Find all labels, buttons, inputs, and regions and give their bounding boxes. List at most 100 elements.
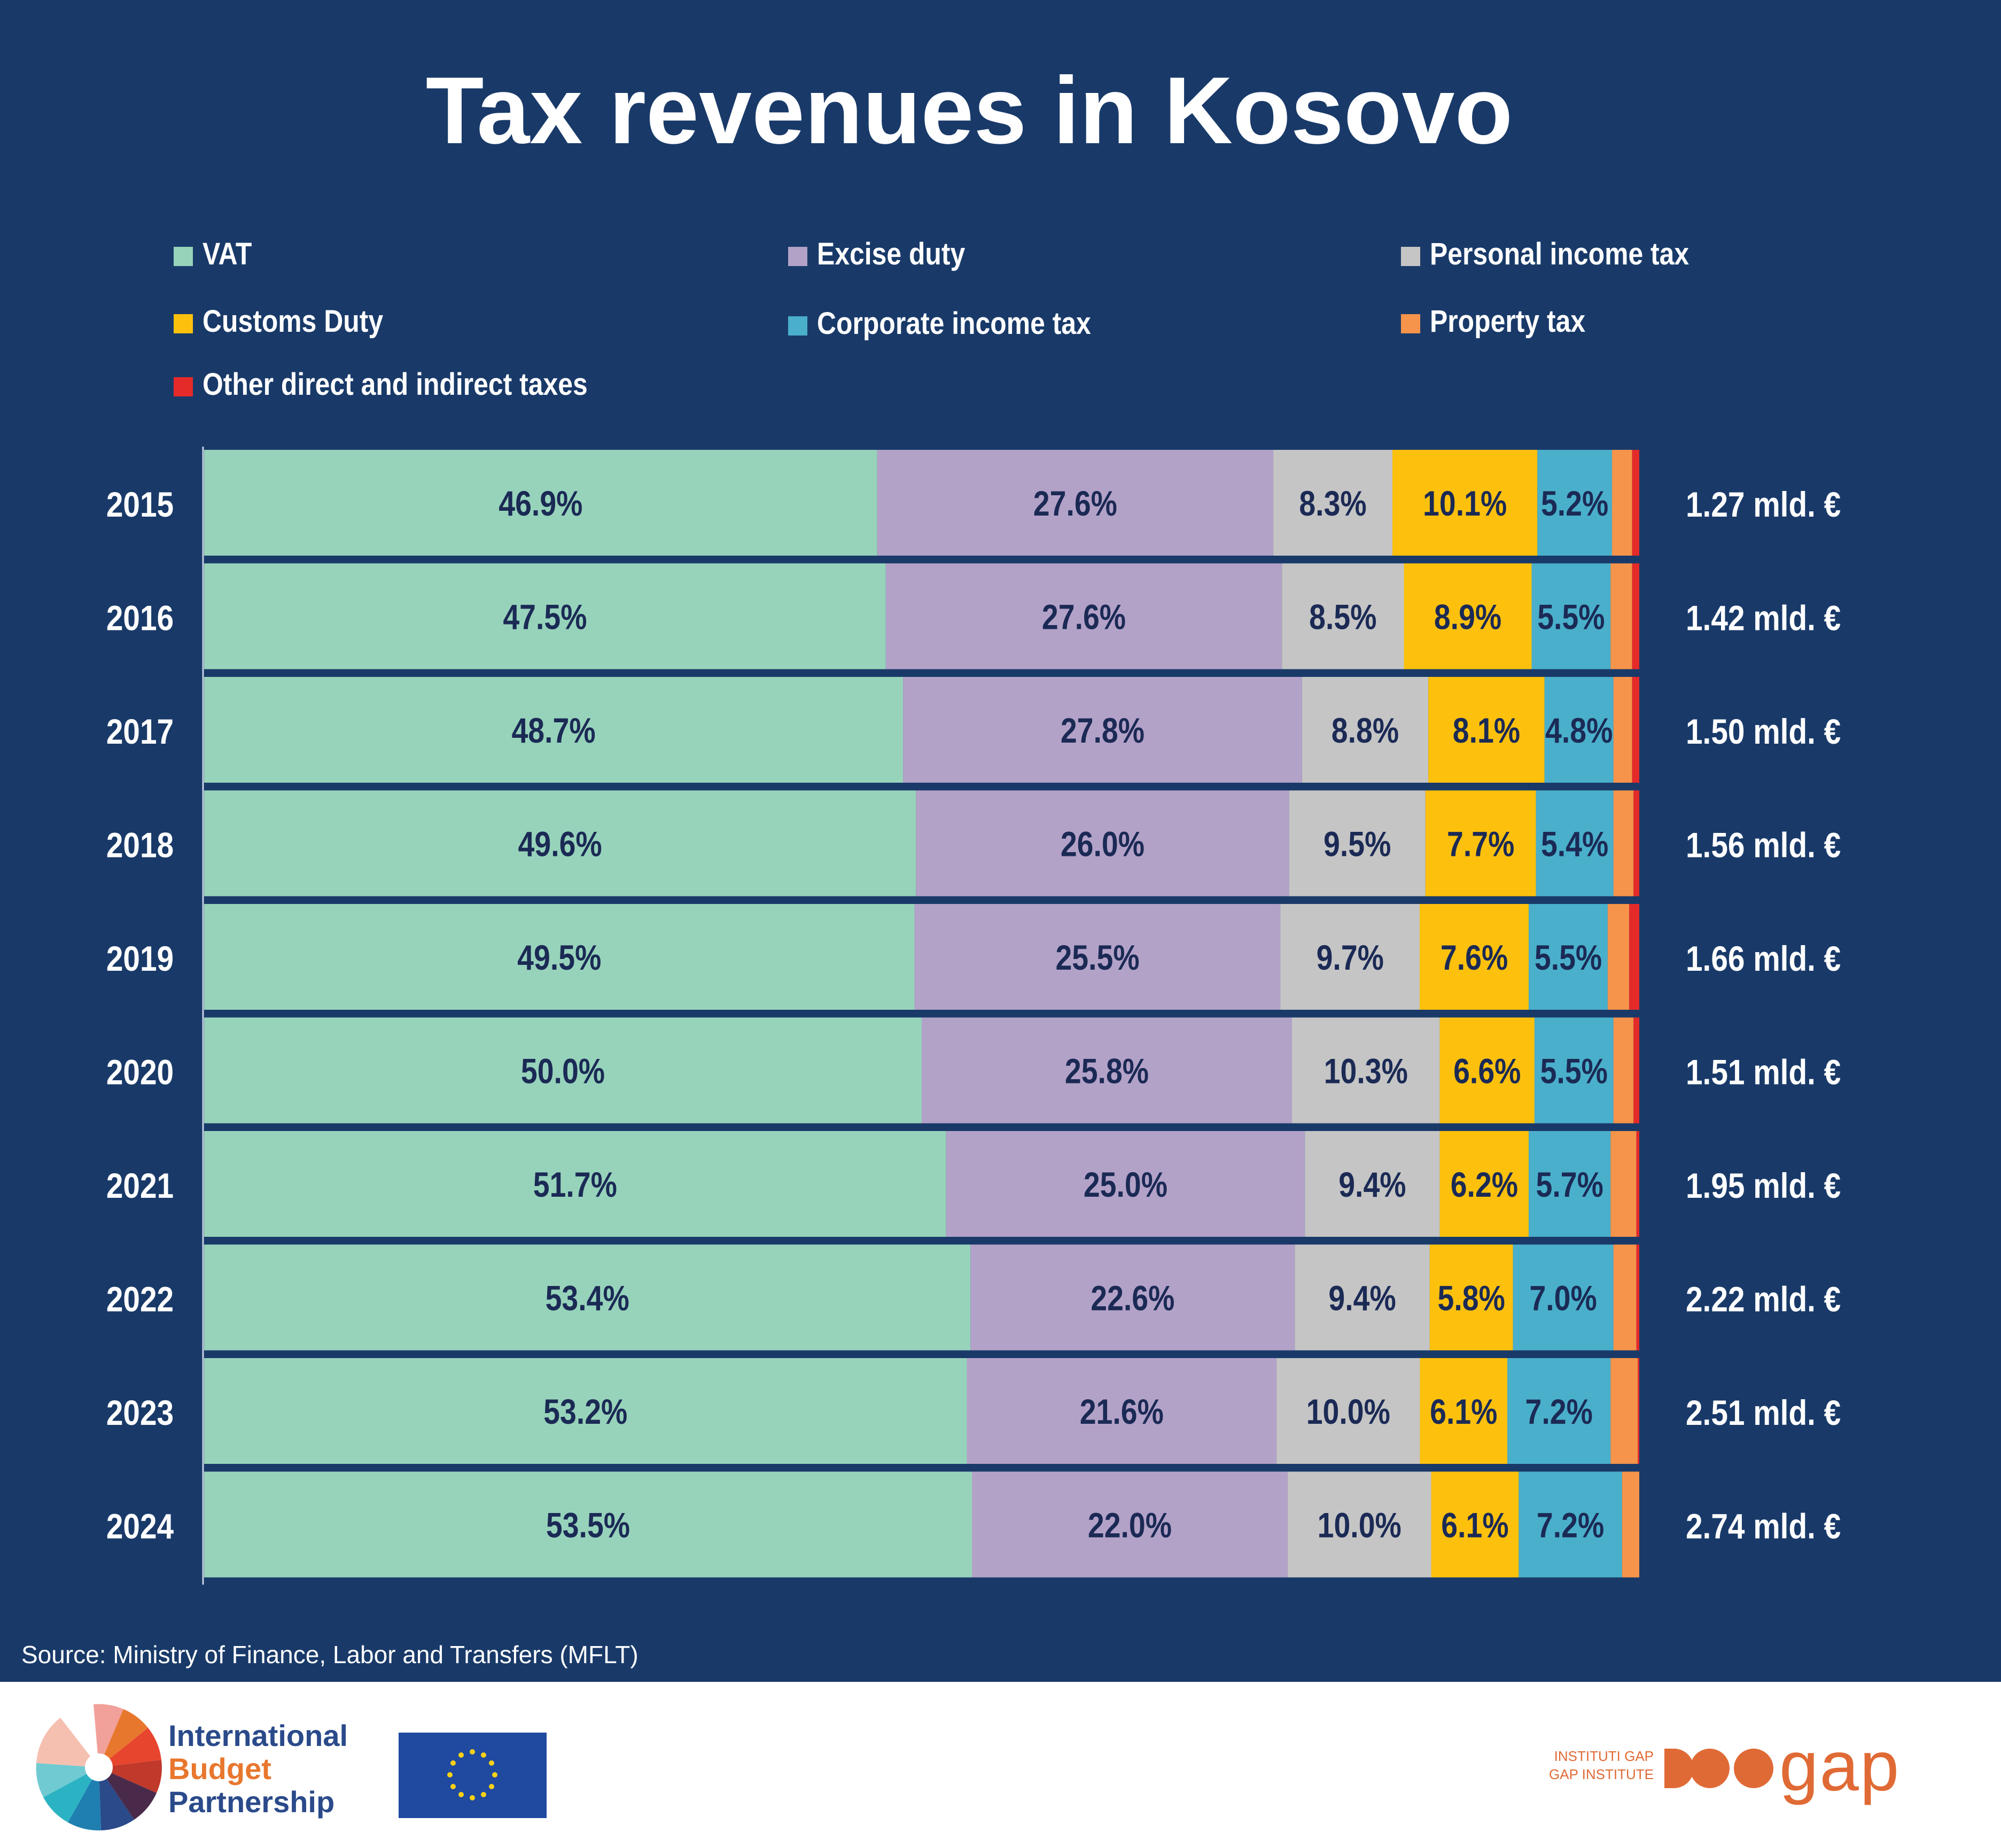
data-label: 6.1% [1430,1392,1497,1431]
bar-segment [1420,1358,1508,1464]
data-label: 8.5% [1309,597,1376,637]
data-label: 46.9% [499,484,582,523]
bar-segment [1404,563,1532,669]
bar-segment [204,1244,971,1351]
gap-line-1: INSTITUTI GAP [1554,1748,1654,1764]
legend-label: Excise duty [817,237,966,271]
bar-segment [914,904,1281,1010]
bar-segment [946,1131,1305,1237]
bar-segment [1632,563,1639,669]
data-label: 6.2% [1451,1165,1518,1204]
data-label: 7.0% [1529,1278,1597,1318]
data-label: 22.6% [1091,1278,1174,1318]
bar-segment [204,904,915,1010]
bar-segment [1544,677,1614,783]
bar-segment [1534,1017,1614,1124]
data-label: 26.0% [1061,824,1144,864]
data-label: 9.5% [1323,824,1391,864]
data-label: 5.2% [1541,484,1608,523]
data-label: 50.0% [521,1051,605,1091]
bar-segment [1638,1358,1639,1464]
data-label: 27.8% [1061,711,1144,750]
bar-segment [1610,563,1632,669]
bar-segment [1629,904,1639,1010]
data-label: 7.6% [1441,938,1508,977]
bar-segment [1282,563,1404,669]
data-label: 9.7% [1317,938,1384,977]
footer-logos [36,1704,1950,1831]
data-label: 10.0% [1318,1506,1402,1545]
legend-label: Corporate income tax [817,306,1091,341]
data-label: 27.6% [1033,484,1117,523]
data-label: 8.1% [1453,711,1520,750]
total-label: 1.56 mld. € [1686,826,1841,865]
legend-label: VAT [203,237,252,271]
bar-segment [204,677,904,783]
eu-flag-logo [399,1733,547,1818]
data-label: 53.4% [546,1278,629,1318]
total-label: 1.66 mld. € [1686,939,1841,979]
bar-segment [1305,1131,1440,1237]
bar-segment [1280,904,1420,1010]
category-label: 2017 [106,712,174,752]
bar-segment [970,1244,1295,1351]
bar-segment [916,790,1289,896]
bar-segment [903,677,1302,783]
total-label: 2.22 mld. € [1686,1280,1841,1320]
bar-segment [1519,1471,1622,1578]
bar-segment [967,1358,1277,1464]
data-label: 48.7% [511,711,595,750]
ibp-line-2: Budget [168,1752,271,1785]
bar-segment [204,1017,922,1124]
total-label: 1.51 mld. € [1686,1053,1841,1093]
bar-segment [1425,790,1536,896]
bar-segment [204,790,916,896]
data-label: 5.5% [1537,597,1605,637]
total-label: 2.51 mld. € [1686,1393,1841,1433]
data-label: 7.2% [1525,1392,1593,1431]
bar-segment [204,1471,972,1578]
bar-segment [1613,790,1634,896]
data-label: 8.8% [1332,711,1399,750]
bar-segment [204,450,877,556]
bar-segment [1622,1471,1639,1578]
bar-segment [1636,1244,1639,1351]
category-label: 2015 [106,485,174,525]
data-label: 27.6% [1042,597,1126,637]
legend-label: Property tax [1430,304,1586,339]
total-label: 2.74 mld. € [1686,1507,1841,1547]
data-label: 9.4% [1338,1165,1406,1204]
data-label: 5.7% [1536,1165,1603,1204]
data-label: 10.0% [1306,1392,1390,1431]
bar-segment [204,1358,967,1464]
category-label: 2016 [106,599,174,638]
bar-segment [1276,1358,1420,1464]
data-label: 6.1% [1441,1506,1508,1545]
bar-segment [1632,677,1639,783]
legend-swatch-customs [174,314,193,333]
ibp-line-1: International [168,1719,348,1752]
legend-swatch-vat [174,247,193,266]
legend-label: Other direct and indirect taxes [203,367,588,402]
bar-segment [1287,1471,1431,1578]
total-label: 1.42 mld. € [1686,599,1841,638]
legend-swatch-personal-income [1401,247,1420,266]
data-label: 5.8% [1438,1278,1505,1318]
data-label: 9.4% [1328,1278,1396,1318]
data-label: 47.5% [503,597,587,637]
bar-segment [1529,1131,1611,1237]
data-label: 25.0% [1084,1165,1167,1204]
legend-swatch-property [1401,314,1420,333]
data-label: 22.0% [1088,1506,1172,1545]
bar-segment [1613,1244,1637,1351]
data-label: 4.8% [1545,711,1613,750]
bar-segment [1610,1131,1637,1237]
bar-segment [1531,563,1611,669]
page-title: Tax revenues in Kosovo [425,57,1513,163]
data-label: 6.6% [1453,1051,1521,1091]
data-label: 5.4% [1541,824,1608,864]
bar-segment [1632,450,1639,556]
category-label: 2022 [106,1280,174,1320]
bar-segment [1633,790,1639,896]
